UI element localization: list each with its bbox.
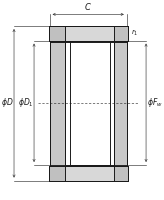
Text: $\phi F_w$: $\phi F_w$	[147, 96, 163, 109]
Bar	[65, 26, 114, 41]
Bar	[50, 42, 127, 166]
Bar	[49, 166, 127, 181]
Text: $\phi D_1$: $\phi D_1$	[18, 96, 33, 109]
Bar	[49, 26, 127, 41]
Bar	[65, 41, 114, 165]
Text: $\phi D$: $\phi D$	[1, 96, 13, 109]
Bar	[114, 41, 127, 165]
Bar	[65, 166, 114, 181]
Text: $C$: $C$	[84, 1, 92, 12]
Bar	[50, 41, 65, 165]
Bar	[49, 26, 127, 41]
Text: $r_1$: $r_1$	[131, 28, 139, 38]
Bar	[49, 166, 127, 181]
Bar	[70, 41, 110, 165]
